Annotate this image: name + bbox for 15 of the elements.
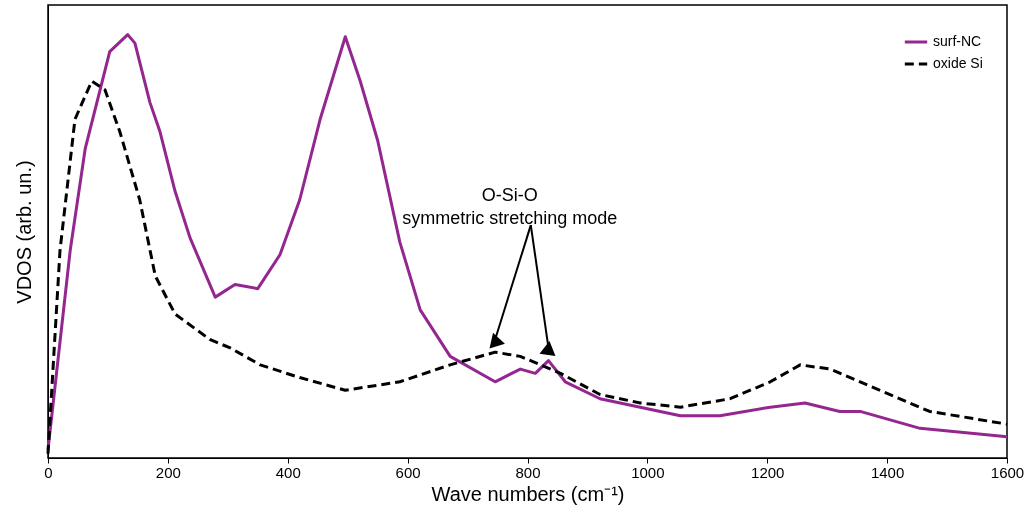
x-tick-label: 400	[275, 463, 301, 481]
x-tick-label: 1200	[751, 463, 785, 481]
legend-label: surf-NC	[933, 33, 982, 49]
x-tick-label: 800	[515, 463, 541, 481]
x-tick-label: 200	[155, 463, 181, 481]
annotation: symmetric stretching mode	[402, 207, 618, 228]
x-tick-label: 1400	[870, 463, 905, 481]
annotation: O-Si-O	[481, 184, 538, 205]
x-axis-title: Wave numbers (cm⁻¹)	[431, 482, 625, 505]
y-axis-title: VDOS (arb. un.)	[12, 160, 35, 304]
legend-label: oxide Si	[933, 55, 983, 71]
x-tick-label: 600	[395, 463, 421, 481]
x-tick-label: 1600	[990, 463, 1025, 481]
x-tick-label: 0	[44, 463, 53, 481]
x-tick-label: 1000	[631, 463, 665, 481]
